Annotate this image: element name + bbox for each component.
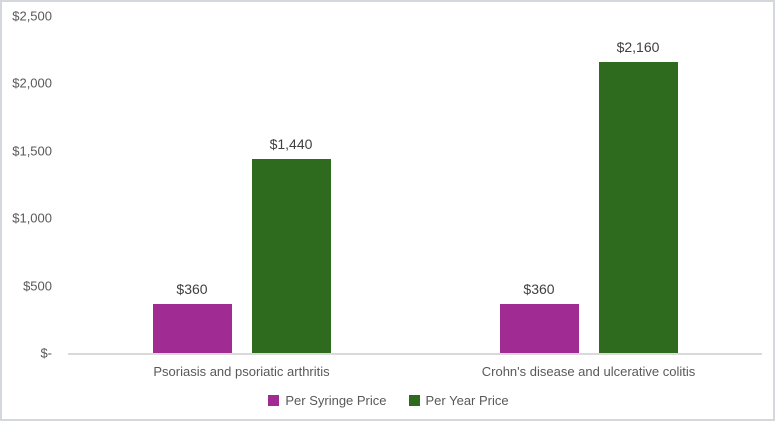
y-axis-tick-label: $2,000 [12, 75, 52, 91]
bar-per-syringe-group-2 [499, 304, 579, 353]
legend-label: Per Year Price [425, 393, 509, 408]
data-label: $2,160 [616, 38, 660, 55]
bar-per-syringe-group-1 [152, 304, 232, 353]
y-axis-tick-label: $- [40, 345, 52, 361]
legend-item-per-year-price: Per Year Price [408, 393, 509, 408]
bar-per-year-group-1 [251, 158, 331, 353]
y-axis-tick-label: $1,500 [12, 143, 52, 159]
x-axis-category-label: Psoriasis and psoriatic arthritis [153, 364, 330, 379]
x-axis-line [68, 353, 762, 355]
y-axis-tick-label: $2,500 [12, 8, 52, 24]
legend: Per Syringe Price Per Year Price [0, 393, 777, 408]
data-label: $360 [523, 281, 555, 298]
data-label: $360 [176, 281, 208, 298]
legend-swatch-icon [408, 395, 420, 406]
y-axis-tick-label: $1,000 [12, 210, 52, 226]
data-label: $1,440 [269, 135, 313, 152]
legend-swatch-icon [268, 395, 280, 406]
legend-label: Per Syringe Price [285, 393, 387, 408]
x-axis-category-label: Crohn's disease and ulcerative colitis [481, 364, 696, 379]
legend-item-per-syringe-price: Per Syringe Price [268, 393, 387, 408]
y-axis-tick-label: $500 [23, 278, 52, 294]
bar-per-year-group-2 [598, 61, 678, 353]
